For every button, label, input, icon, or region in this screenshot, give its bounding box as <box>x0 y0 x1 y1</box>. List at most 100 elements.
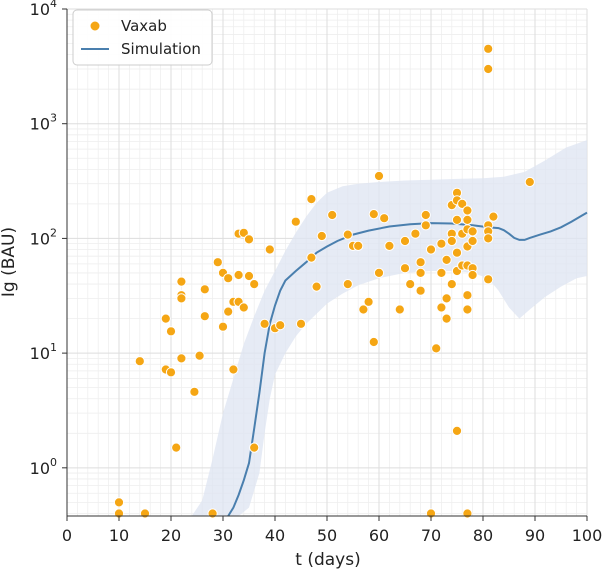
scatter-point <box>451 247 463 258</box>
scatter-point <box>217 321 229 332</box>
x-tick-label: 50 <box>317 526 337 545</box>
scatter-point <box>176 276 187 287</box>
scatter-point <box>249 442 260 453</box>
scatter-point <box>462 304 473 315</box>
scatter-point <box>165 367 177 378</box>
scatter-point <box>306 194 317 205</box>
scatter-point <box>113 497 125 508</box>
scatter-point <box>358 304 369 315</box>
scatter-point <box>316 230 327 242</box>
scatter-point <box>462 290 473 301</box>
scatter-point <box>295 318 307 329</box>
scatter-point <box>415 285 426 296</box>
y-axis-label: Ig (BAU) <box>0 227 19 297</box>
scatter-point <box>467 269 478 281</box>
scatter-point <box>199 311 210 322</box>
scatter-points <box>113 43 535 519</box>
scatter-point <box>467 226 478 237</box>
scatter-point <box>441 254 452 265</box>
scatter-point <box>139 508 151 519</box>
scatter-point <box>171 442 182 453</box>
scatter-point <box>488 211 499 222</box>
scatter-point <box>264 244 275 255</box>
scatter-point <box>189 386 200 397</box>
scatter-point <box>327 209 338 221</box>
y-tick-label: 103 <box>30 112 57 134</box>
x-tick-label: 90 <box>525 526 545 545</box>
scatter-point <box>373 267 385 278</box>
scatter-point <box>483 274 494 285</box>
scatter-point <box>249 279 260 290</box>
scatter-point <box>446 235 457 247</box>
scatter-point <box>238 302 249 313</box>
scatter-point <box>311 281 322 292</box>
scatter-point <box>399 263 411 274</box>
scatter-point <box>238 227 249 238</box>
scatter-point <box>199 284 210 295</box>
scatter-point <box>290 216 301 227</box>
y-axis-ticks: 100 101 102 103 104 <box>30 0 67 478</box>
scatter-point <box>368 336 379 348</box>
x-axis-label: t (days) <box>295 550 360 570</box>
simulation-line <box>227 211 588 517</box>
scatter-point <box>410 228 421 239</box>
scatter-point <box>415 257 426 268</box>
scatter-point <box>524 176 535 188</box>
scatter-point <box>441 293 452 304</box>
scatter-point <box>451 214 463 225</box>
scatter-point <box>436 302 447 313</box>
scatter-point <box>379 213 390 224</box>
x-tick-label: 60 <box>369 526 389 545</box>
scatter-point <box>368 209 379 220</box>
scatter-point <box>233 269 244 281</box>
scatter-point <box>223 306 234 317</box>
scatter-point <box>207 508 218 519</box>
scatter-point <box>462 508 473 519</box>
scatter-point <box>399 235 411 247</box>
y-tick-label: 101 <box>30 341 57 363</box>
scatter-point <box>134 356 145 367</box>
x-tick-label: 20 <box>161 526 181 545</box>
scatter-point <box>457 198 468 209</box>
scatter-point <box>160 313 171 324</box>
scatter-point <box>243 234 255 245</box>
scatter-point <box>420 220 431 231</box>
x-axis-ticks: 0 10 20 30 40 50 60 70 80 90 100 <box>62 516 602 545</box>
y-tick-label: 104 <box>30 0 57 19</box>
scatter-point <box>275 320 286 331</box>
scatter-point <box>353 240 364 251</box>
scatter-point <box>176 353 187 364</box>
legend-label-simulation: Simulation <box>121 40 201 58</box>
scatter-point <box>165 326 177 337</box>
legend: Vaxab Simulation <box>72 9 213 66</box>
x-tick-label: 10 <box>109 526 129 545</box>
scatter-point <box>483 43 494 54</box>
scatter-point <box>384 240 395 251</box>
scatter-point <box>431 343 442 354</box>
scatter-point <box>451 425 463 436</box>
x-tick-label: 70 <box>421 526 441 545</box>
y-tick-label: 102 <box>30 226 57 248</box>
scatter-point <box>223 273 234 284</box>
scatter-point <box>441 313 452 324</box>
scatter-point <box>243 270 255 282</box>
scatter-point <box>342 279 353 290</box>
scatter-point <box>483 63 494 75</box>
scatter-point <box>306 252 317 263</box>
scatter-point <box>483 233 494 244</box>
scatter-point <box>436 267 447 278</box>
scatter-point <box>228 364 239 375</box>
legend-frame <box>72 9 213 66</box>
scatter-point <box>212 257 223 268</box>
legend-marker-vaxab <box>89 20 101 32</box>
scatter-point <box>415 267 426 278</box>
x-tick-label: 80 <box>473 526 493 545</box>
legend-label-vaxab: Vaxab <box>121 17 167 35</box>
x-tick-label: 30 <box>213 526 233 545</box>
x-tick-label: 100 <box>572 526 603 545</box>
scatter-point <box>363 296 374 307</box>
scatter-point <box>194 350 205 361</box>
x-tick-label: 0 <box>62 526 72 545</box>
